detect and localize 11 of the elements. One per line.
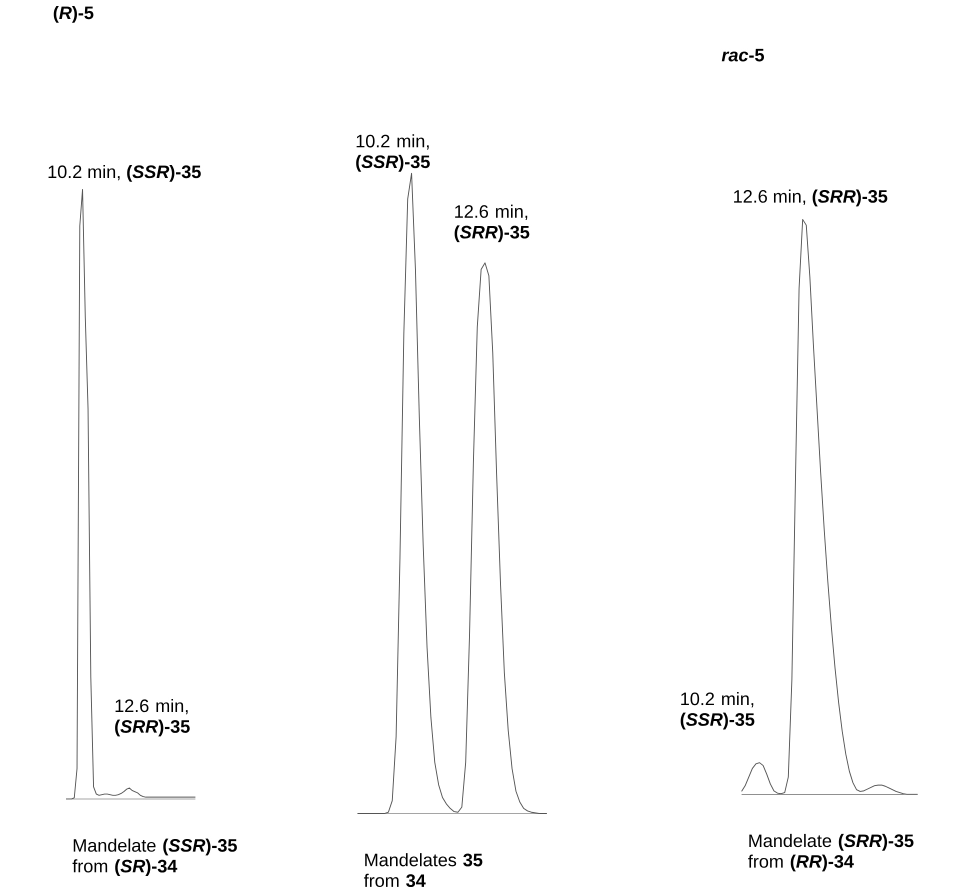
text: 10.2 min, (SSR)-35 — [48, 164, 201, 182]
chart-title: (R)-5 — [54, 6, 94, 23]
text: 10.2 min, (SSR)-35 — [680, 692, 754, 730]
text: 12.6 min, (SRR)-35 — [734, 190, 888, 206]
text: 12.6 min, (SRR)-35 — [454, 204, 530, 242]
chart-title: rac-5 — [722, 48, 764, 62]
text: Mandelate (SRR)-35 from (RR)-34 — [748, 834, 914, 872]
text: 12.6 min, (SRR)-35 — [115, 698, 190, 736]
text: 10.2 min, (SSR)-35 — [356, 134, 430, 172]
text: Mandelate (SSR)-35 from (SR)-34 — [72, 838, 237, 876]
text: Mandelates 35 from 34 — [364, 853, 482, 888]
